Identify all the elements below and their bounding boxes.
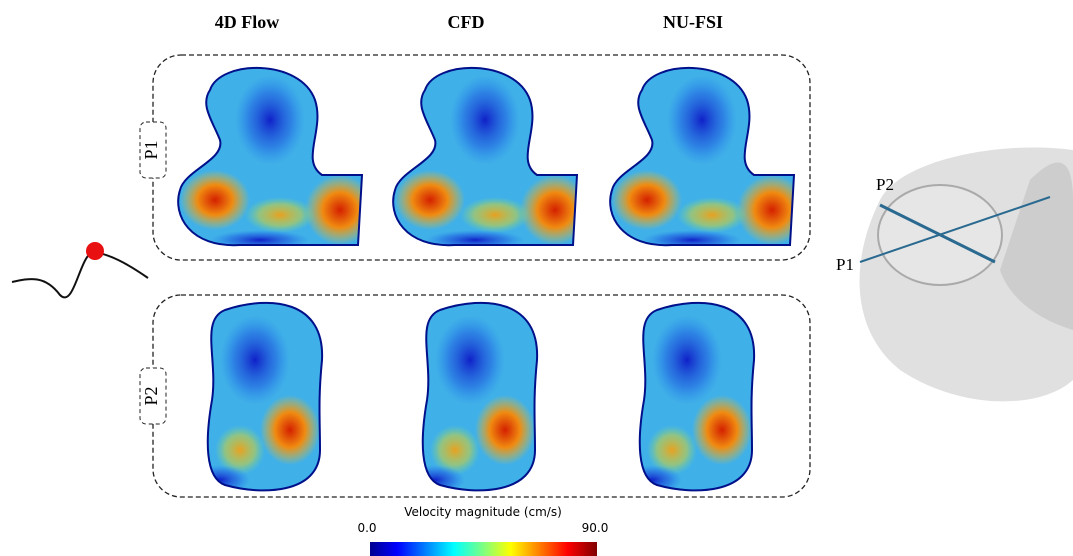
velocity-map — [405, 295, 545, 495]
time-marker — [86, 242, 104, 260]
velocity-map — [602, 55, 807, 255]
velocity-map — [170, 55, 375, 255]
velocity-map — [622, 295, 762, 495]
colorbar — [370, 542, 597, 556]
velocity-map — [190, 295, 330, 495]
waveform — [12, 252, 148, 297]
row-label: P1 — [141, 140, 161, 159]
column-header: 4D Flow — [215, 12, 280, 32]
plane-label: P2 — [876, 175, 894, 194]
velocity-map — [385, 55, 590, 255]
column-header: CFD — [448, 12, 485, 32]
column-header: NU-FSI — [663, 12, 723, 32]
colorbar-min: 0.0 — [357, 521, 376, 535]
colorbar-title: Velocity magnitude (cm/s) — [404, 505, 562, 519]
page: 4D Flow CFD NU-FSI P1 P2 P2 P1 Velocity … — [0, 0, 1073, 556]
plane-label: P1 — [836, 255, 854, 274]
row-label: P2 — [141, 386, 161, 405]
colorbar-max: 90.0 — [582, 521, 609, 535]
figure: 4D Flow CFD NU-FSI P1 P2 P2 P1 Velocity … — [0, 0, 1073, 556]
